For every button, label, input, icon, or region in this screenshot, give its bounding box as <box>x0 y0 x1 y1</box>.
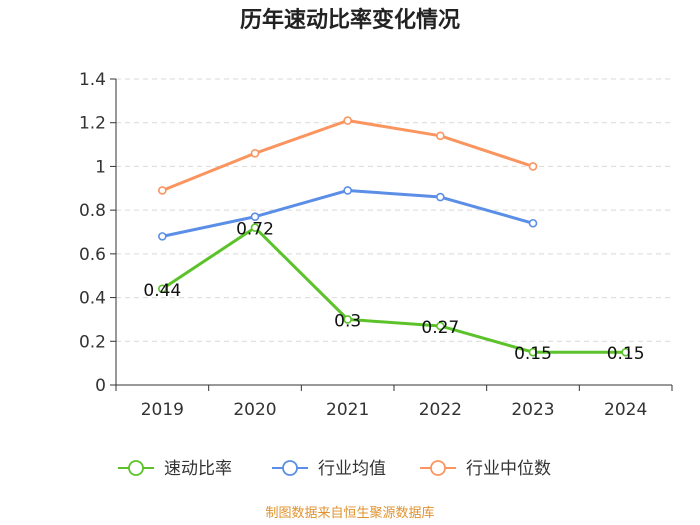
y-tick-label: 0.8 <box>79 201 106 221</box>
data-point <box>343 315 352 324</box>
source-note: 制图数据来自恒生聚源数据库 <box>265 505 434 521</box>
x-tick-label: 2023 <box>511 400 554 420</box>
data-point <box>158 186 167 195</box>
y-tick-label: 0.6 <box>79 245 106 265</box>
data-point <box>250 149 260 158</box>
legend[interactable]: 速动比率 行业均值 行业中位数 <box>118 459 551 479</box>
series-line-2 <box>161 119 534 192</box>
y-tick-label: 1.2 <box>79 114 106 134</box>
data-point <box>436 192 445 202</box>
data-point <box>343 116 352 125</box>
data-point <box>528 347 538 357</box>
series-line-0 <box>161 226 626 354</box>
series-layer <box>158 116 630 357</box>
grid-lines <box>116 78 672 342</box>
data-label: 0.72 <box>236 220 274 240</box>
x-tick-label: 2021 <box>326 400 369 420</box>
legend-label: 速动比率 <box>164 459 232 479</box>
legend-marker <box>430 460 446 476</box>
y-tick-label: 0.2 <box>79 332 106 352</box>
data-label: 0.27 <box>421 318 459 338</box>
data-point <box>158 232 167 241</box>
data-point <box>343 186 352 195</box>
data-label: 0.3 <box>334 311 361 331</box>
y-tick-label: 0.4 <box>79 289 106 309</box>
data-point <box>621 347 630 357</box>
data-label: 0.44 <box>143 281 181 301</box>
data-point <box>436 321 445 331</box>
data-point <box>436 131 445 141</box>
series-line-1 <box>162 188 534 238</box>
data-label: 0.15 <box>607 344 645 364</box>
data-point <box>250 223 260 232</box>
axes: 0 0.2 0.4 0.6 0.8 1 1.2 1.4 2019 2020 2021 2022 2023… <box>79 70 673 420</box>
y-tick-label: 0 <box>95 376 106 396</box>
legend-item[interactable]: 速动比率 <box>118 459 232 479</box>
data-label: 0.15 <box>514 344 552 364</box>
data-point <box>158 284 167 294</box>
legend-marker <box>128 460 144 476</box>
chart-title: 历年速动比率变化情况 <box>240 7 460 33</box>
data-point <box>528 218 538 228</box>
legend-label: 行业均值 <box>318 459 386 479</box>
data-labels: 0.44 0.72 0.3 0.27 0.15 0.15 <box>143 220 644 365</box>
data-point <box>528 162 538 171</box>
x-tick-label: 2019 <box>141 400 184 420</box>
legend-label: 行业中位数 <box>466 459 551 479</box>
y-tick-label: 1.4 <box>79 70 106 90</box>
legend-item[interactable]: 行业中位数 <box>420 459 551 479</box>
y-tick-label: 1 <box>95 157 106 177</box>
x-tick-label: 2024 <box>604 400 647 420</box>
x-tick-label: 2020 <box>233 400 276 420</box>
data-point <box>250 212 260 221</box>
legend-item[interactable]: 行业均值 <box>272 459 386 479</box>
legend-marker <box>282 460 298 476</box>
x-tick-label: 2022 <box>419 400 462 420</box>
